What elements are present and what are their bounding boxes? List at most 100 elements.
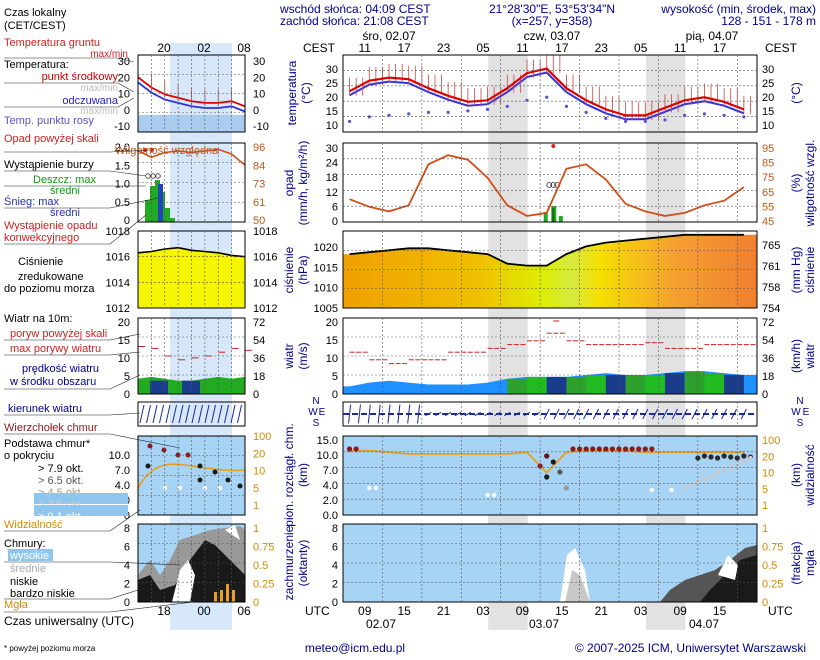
humidity-axis-label: wilgotność wzgl. [803,140,817,228]
mini-cloud-base-point [147,443,153,449]
mini-wind-arrow [185,404,190,424]
dew-point-point [545,95,549,99]
mini-fog-bar [220,590,223,602]
tick-left: 5 [124,371,130,383]
legend-temp-maxmin: max/min [80,83,118,94]
cloud-base-point [570,446,576,452]
tick-right: 0.75 [253,542,274,554]
pressure-axis-unit-right: (mm Hg) [789,247,803,294]
tick-left: 20 [118,72,130,84]
cloud-base-point [682,485,688,491]
cloud-axis-label: pion. rozciągł. chm. [282,423,296,526]
tick-left: 15 [326,335,338,347]
dew-point-point [683,113,687,117]
legend-okt: > 6.5 okt. [38,475,84,487]
cloud-base-point [629,446,635,452]
wind-band [527,376,547,394]
tick-left: 0 [124,597,130,609]
tick-right: 765 [762,240,780,252]
tick-left: 18 [326,172,338,184]
tick-right: 61 [253,197,265,209]
legend-dew-point: Temp. punktu rosy [4,115,94,127]
tick-left: 1.0 [115,179,130,191]
hour-utc: 09 [358,604,372,618]
legend-connector [4,589,139,600]
legend-connector [4,351,141,356]
tick-left: 1.5 [115,160,130,172]
legend-storm: Wystąpienie burzy [4,159,94,171]
cloud-base-point [708,454,714,460]
day-label-top: śro, 02.07 [362,29,416,43]
tick-left: 0 [124,215,130,227]
legend-fog: Mgła [4,599,29,611]
mini-precip-above [150,148,154,152]
mini-storm-marker [155,173,161,179]
tick-left: 30 [326,64,338,76]
tick-right: -10 [253,121,269,133]
hour-utc: 15 [397,604,411,618]
legend-connector [4,599,211,613]
tick-left: 1018 [106,226,130,238]
cloud-base-point [622,446,629,452]
mini-felt-line [137,81,246,113]
mini-wind-arrow [198,404,203,424]
tick-left: 1014 [106,277,130,289]
mini-cloud-base-point [217,485,223,491]
day-label-bottom: 04.07 [689,617,719,631]
cover-axis-label: zachmurzenie [282,525,296,600]
temp-panel-frame [342,54,758,133]
cloud-base-point [544,453,550,459]
tick-left: 1020 [314,242,338,254]
legend-wind-mean2: w środku obszaru [9,376,96,388]
tick-left: 10 [326,120,338,132]
mini-cover-high [172,560,195,602]
wind-band [704,373,725,394]
compass-left: S [313,418,320,429]
mini-hour-top: 20 [157,41,171,55]
tick-right: 1 [762,500,768,512]
legend-clouds: Chmury: [4,538,46,550]
wind-band [645,375,665,394]
tick-right: 754 [762,303,780,315]
mini-visibility-line [137,463,246,489]
hour-utc: 03 [476,604,490,618]
coords-text: 21°28'30"E, 53°53'34"N [489,2,615,16]
cloud-base-point [609,446,616,452]
tick-right: 1016 [253,252,277,264]
wind-arrow [652,408,659,420]
cloud-base-point [642,446,648,452]
tick-right: 20 [762,92,774,104]
dew-point-point [722,113,726,117]
tick-left: 0 [332,597,338,609]
mini-hour-top: 08 [237,41,251,55]
dew-point-point [663,118,667,122]
hour-utc: 15 [555,604,569,618]
wind-axis-label: wiatr [282,343,296,369]
legend-humidity: Wilgotność względna [115,145,219,157]
tick-left: 4.0 [323,480,338,492]
mini-hour-bottom: 18 [157,604,171,618]
legend-soil-temp: Temperatura gruntu [4,37,100,49]
compass-left: E [319,407,326,418]
legend-connector [4,57,135,63]
precip-bar [552,208,555,222]
legend-cloud-base2: o pokryciu [4,450,54,462]
tick-left: 25 [326,78,338,90]
dew-point-point [604,116,608,121]
cloud-base-point [563,485,570,491]
legend-connector [4,374,141,390]
legend-connector [4,97,135,108]
legend-snow-mid: średni [50,207,80,219]
tick-right: 10 [253,466,265,478]
hour-utc: 09 [516,604,530,618]
legend-conv2: konwekcyjnego [4,232,79,244]
tick-right: 0 [762,597,768,609]
legend-conv: Wystąpienie opadu [4,220,97,232]
mini-cloud-base-point [225,477,231,483]
tz-right: CEST [765,41,798,55]
legend-wind-mean: prędkość wiatru [22,363,99,375]
pressure-axis-unit: (hPa) [296,255,310,284]
tick-left: 4 [124,560,130,572]
mini-wind-arrow [139,404,145,424]
tz-left: CEST [303,41,336,55]
